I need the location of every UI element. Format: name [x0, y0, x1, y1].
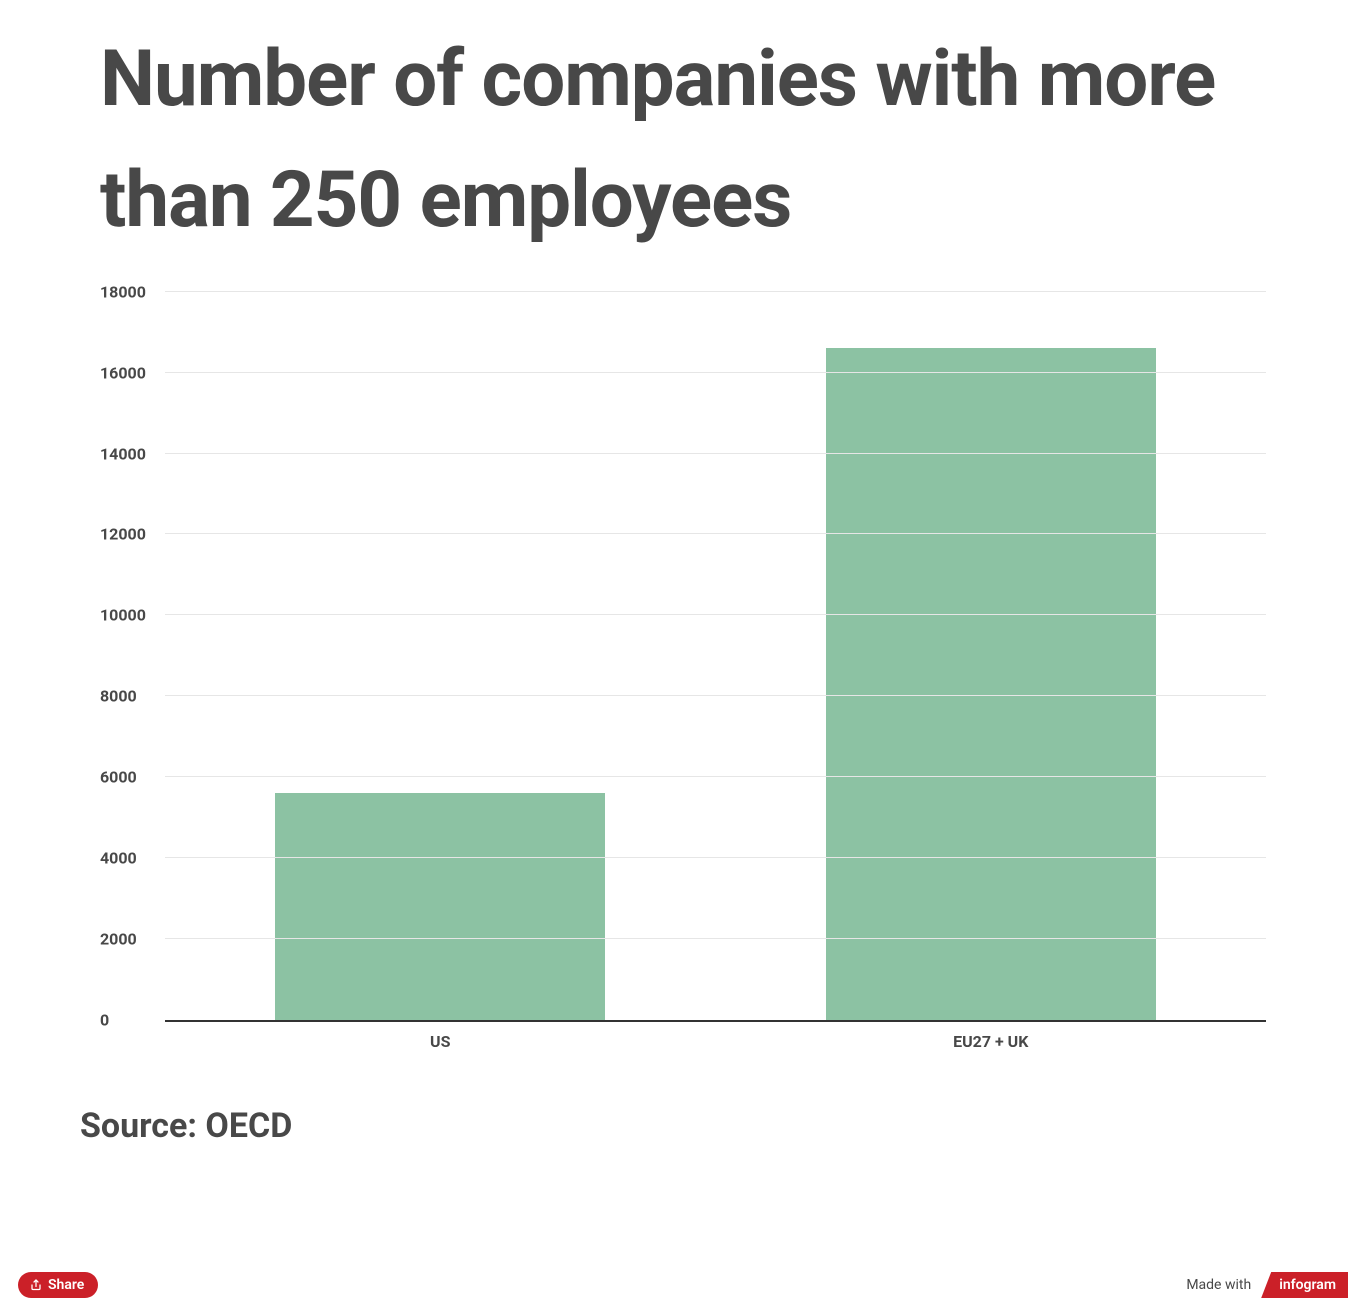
gridline	[165, 291, 1266, 292]
made-with-label: Made with	[1186, 1277, 1251, 1293]
y-tick-label: 2000	[100, 929, 155, 948]
x-axis-labels: USEU27 + UK	[165, 1032, 1266, 1051]
bar[interactable]	[275, 793, 605, 1019]
y-tick-label: 6000	[100, 768, 155, 787]
brand-tag: infogram	[1261, 1272, 1348, 1298]
gridline	[165, 533, 1266, 534]
gridline	[165, 857, 1266, 858]
y-tick-label: 18000	[100, 282, 155, 301]
made-with[interactable]: Made with infogram	[1186, 1272, 1348, 1298]
bar[interactable]	[826, 348, 1156, 1019]
share-button[interactable]: Share	[18, 1272, 98, 1298]
y-tick-label: 8000	[100, 687, 155, 706]
gridline	[165, 614, 1266, 615]
gridline	[165, 372, 1266, 373]
y-tick-label: 14000	[100, 444, 155, 463]
y-tick-label: 12000	[100, 525, 155, 544]
x-tick-label: EU27 + UK	[716, 1032, 1267, 1051]
x-tick-label: US	[165, 1032, 716, 1051]
chart-plot-area: 0200040006000800010000120001400016000180…	[165, 292, 1266, 1022]
bar-chart: 0200040006000800010000120001400016000180…	[100, 292, 1266, 1051]
gridline	[165, 938, 1266, 939]
gridline	[165, 776, 1266, 777]
bar-slot	[716, 292, 1267, 1020]
footer: Share Made with infogram	[0, 1268, 1366, 1298]
gridline	[165, 453, 1266, 454]
y-tick-label: 0	[100, 1010, 155, 1029]
y-tick-label: 10000	[100, 606, 155, 625]
y-tick-label: 16000	[100, 363, 155, 382]
y-tick-label: 4000	[100, 849, 155, 868]
share-icon	[30, 1279, 42, 1291]
source-text: Source: OECD	[80, 1106, 1266, 1146]
bar-slot	[165, 292, 716, 1020]
share-label: Share	[48, 1277, 84, 1293]
chart-title: Number of companies with more than 250 e…	[100, 20, 1266, 262]
bars-container	[165, 292, 1266, 1020]
gridline	[165, 695, 1266, 696]
